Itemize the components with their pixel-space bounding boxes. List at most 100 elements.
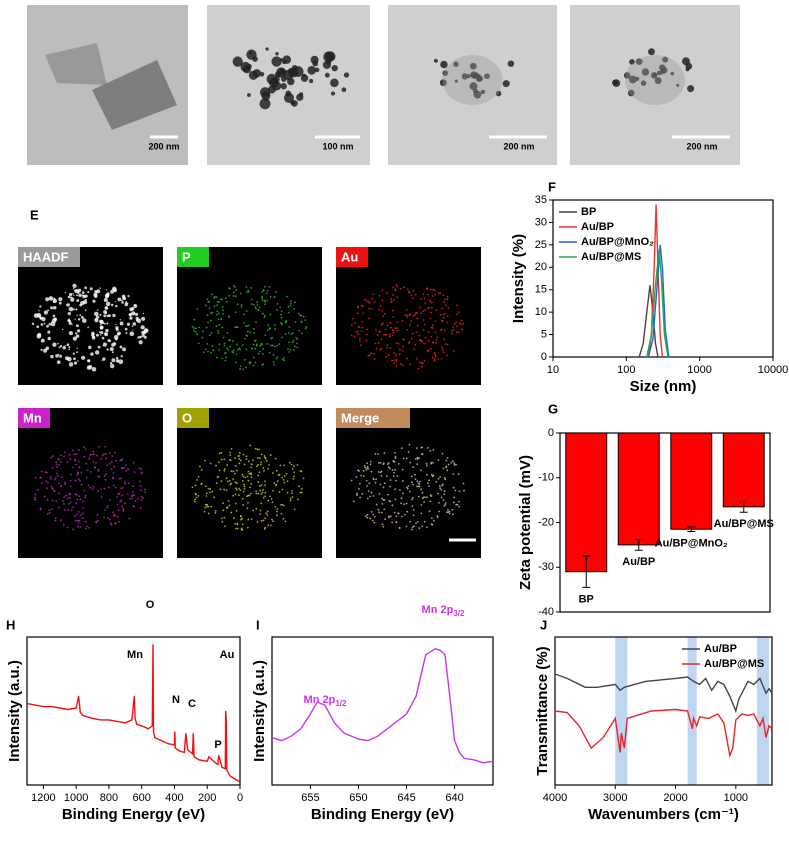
eds-dot bbox=[393, 359, 395, 362]
eds-dot bbox=[100, 496, 103, 498]
eds-dot bbox=[421, 525, 424, 528]
eds-dot bbox=[462, 482, 465, 485]
eds-dot bbox=[127, 295, 130, 298]
eds-dot bbox=[46, 487, 48, 490]
y-tick-label: -10 bbox=[538, 472, 554, 484]
eds-dot bbox=[69, 292, 73, 297]
plot-frame bbox=[552, 199, 774, 358]
eds-dot bbox=[77, 519, 79, 522]
eds-dot bbox=[245, 285, 248, 288]
eds-dot bbox=[393, 362, 396, 365]
eds-dot bbox=[280, 322, 282, 324]
eds-dot bbox=[285, 295, 288, 298]
eds-dot bbox=[213, 496, 215, 499]
eds-dot bbox=[92, 485, 95, 488]
eds-dot bbox=[121, 505, 124, 508]
eds-dot bbox=[436, 515, 439, 517]
eds-dot bbox=[117, 520, 120, 523]
particle bbox=[343, 72, 350, 78]
eds-dot bbox=[120, 466, 123, 469]
particle bbox=[265, 47, 269, 51]
eds-dot bbox=[68, 496, 71, 499]
particle bbox=[629, 59, 635, 65]
eds-dot bbox=[220, 517, 223, 520]
eds-dot bbox=[265, 459, 268, 462]
eds-dot bbox=[426, 473, 428, 476]
eds-dot bbox=[266, 514, 269, 516]
eds-dot bbox=[75, 308, 78, 311]
eds-dot bbox=[253, 332, 255, 334]
x-tick-label: 800 bbox=[100, 792, 118, 804]
eds-dot bbox=[78, 519, 81, 522]
eds-dot bbox=[241, 517, 244, 520]
eds-dot bbox=[366, 462, 369, 465]
eds-dot bbox=[132, 461, 135, 464]
eds-dot bbox=[96, 513, 99, 516]
eds-dot bbox=[117, 515, 120, 518]
eds-dot bbox=[267, 499, 270, 502]
eds-dot bbox=[432, 341, 434, 344]
eds-dot bbox=[370, 308, 373, 310]
eds-dot bbox=[392, 471, 395, 474]
eds-dot bbox=[261, 343, 264, 346]
eds-dot bbox=[289, 499, 292, 502]
eds-dot bbox=[195, 496, 198, 499]
eds-dot bbox=[34, 493, 37, 496]
eds-dot bbox=[363, 465, 366, 467]
eds-dot bbox=[283, 464, 285, 467]
eds-dot bbox=[422, 329, 425, 331]
eds-dot bbox=[263, 314, 266, 317]
eds-dot bbox=[404, 513, 406, 516]
eds-dot bbox=[39, 305, 42, 308]
eds-dot bbox=[101, 454, 104, 457]
eds-dot bbox=[367, 300, 370, 303]
eds-dot bbox=[216, 476, 219, 479]
eds-dot bbox=[65, 494, 67, 497]
eds-dot bbox=[104, 509, 106, 512]
eds-dot bbox=[285, 319, 288, 322]
eds-dot bbox=[262, 289, 265, 292]
eds-dot bbox=[108, 452, 111, 455]
eds-dot bbox=[202, 351, 205, 354]
eds-dot bbox=[402, 457, 405, 460]
eds-dot bbox=[420, 365, 423, 368]
eds-dot bbox=[100, 331, 104, 335]
particle bbox=[627, 89, 635, 97]
eds-dot bbox=[232, 494, 235, 497]
eds-dot bbox=[105, 328, 109, 333]
eds-dot bbox=[216, 310, 219, 313]
eds-dot bbox=[246, 526, 249, 529]
eds-dot bbox=[366, 516, 369, 519]
eds-dot bbox=[297, 312, 300, 315]
eds-dot bbox=[418, 457, 420, 459]
category-label: BP bbox=[579, 593, 594, 605]
eds-dot bbox=[456, 313, 459, 316]
eds-dot bbox=[58, 301, 62, 305]
eds-dot bbox=[95, 315, 100, 319]
eds-dot bbox=[420, 512, 423, 515]
eds-dot bbox=[442, 294, 445, 297]
x-axis-label: Binding Energy (eV) bbox=[311, 806, 454, 823]
eds-dot bbox=[131, 325, 134, 328]
eds-dot bbox=[121, 494, 124, 497]
eds-dot bbox=[91, 488, 94, 491]
eds-dot bbox=[381, 289, 384, 292]
eds-dot bbox=[83, 489, 85, 492]
eds-dot bbox=[48, 509, 51, 512]
eds-dot bbox=[406, 487, 409, 490]
eds-dot bbox=[80, 483, 83, 486]
eds-dot bbox=[250, 298, 253, 301]
eds-dot bbox=[405, 457, 408, 460]
eds-dot bbox=[196, 308, 199, 310]
eds-dot bbox=[296, 346, 299, 349]
eds-dot bbox=[368, 317, 370, 320]
eds-dot bbox=[244, 476, 247, 479]
eds-dot bbox=[398, 489, 401, 491]
eds-dot bbox=[410, 320, 413, 322]
eds-dot bbox=[283, 359, 285, 362]
eds-dot bbox=[139, 485, 142, 487]
eds-dot bbox=[258, 485, 261, 487]
eds-dot bbox=[255, 344, 258, 347]
eds-dot bbox=[127, 302, 129, 304]
eds-dot bbox=[47, 330, 51, 334]
